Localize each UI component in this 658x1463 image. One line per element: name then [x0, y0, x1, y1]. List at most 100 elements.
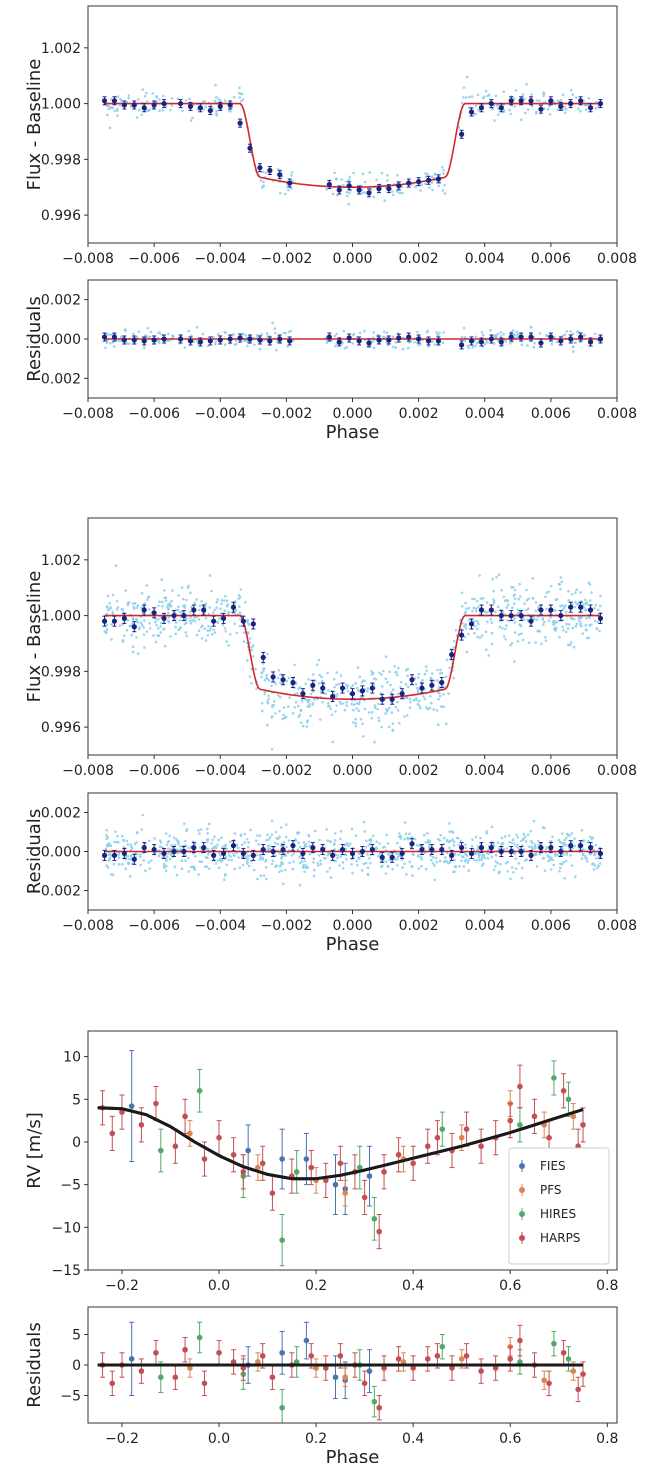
raw-point	[159, 839, 162, 842]
raw-point	[262, 184, 266, 188]
rv-point	[255, 1164, 261, 1171]
raw-point	[138, 108, 141, 112]
raw-point	[441, 189, 445, 192]
raw-point	[513, 97, 516, 101]
raw-point	[373, 740, 376, 744]
raw-point	[326, 671, 329, 675]
raw-point	[241, 863, 245, 867]
raw-point	[140, 828, 144, 831]
raw-point	[531, 841, 534, 845]
raw-point	[142, 633, 146, 636]
binned-point	[101, 334, 108, 340]
raw-point	[474, 335, 478, 339]
raw-point	[498, 625, 502, 629]
raw-point	[237, 846, 240, 850]
raw-point	[490, 855, 494, 859]
raw-point	[351, 871, 354, 875]
raw-point	[309, 692, 313, 696]
raw-point	[453, 858, 456, 862]
raw-point	[158, 341, 161, 344]
raw-point	[547, 590, 551, 593]
plot-area	[97, 1321, 586, 1423]
raw-point	[436, 679, 439, 682]
raw-point	[105, 828, 108, 832]
raw-point	[564, 859, 568, 863]
raw-point	[146, 100, 149, 103]
raw-point	[475, 342, 479, 345]
binned-point	[459, 632, 465, 638]
raw-point	[238, 86, 241, 90]
raw-point	[143, 619, 146, 622]
raw-point	[363, 191, 366, 194]
raw-point	[287, 839, 291, 842]
raw-point	[517, 847, 520, 850]
binned-point	[518, 334, 524, 340]
binned-point	[111, 98, 118, 104]
binned-point	[478, 339, 485, 345]
raw-point	[278, 709, 281, 713]
raw-point	[537, 629, 540, 632]
raw-point	[290, 854, 294, 857]
raw-point	[131, 645, 135, 648]
raw-point	[243, 841, 247, 844]
raw-point	[363, 830, 367, 833]
raw-point	[385, 331, 389, 334]
raw-point	[501, 611, 505, 614]
raw-point	[216, 859, 220, 862]
rv-model-line	[97, 1106, 584, 1181]
raw-point	[206, 629, 210, 632]
raw-point	[207, 822, 211, 826]
raw-point	[448, 846, 451, 850]
raw-point	[363, 679, 367, 683]
raw-point	[202, 108, 205, 111]
raw-point	[444, 675, 448, 679]
raw-point	[594, 107, 598, 110]
y-tick-label: 5	[72, 1092, 81, 1108]
raw-point	[282, 706, 286, 709]
raw-point	[396, 709, 400, 712]
raw-point	[526, 833, 530, 837]
raw-point	[250, 645, 254, 649]
raw-point	[404, 682, 408, 686]
raw-point	[193, 616, 196, 620]
raw-point	[259, 179, 263, 182]
raw-point	[216, 598, 219, 601]
binned-point	[508, 612, 514, 619]
raw-point	[448, 822, 451, 825]
raw-point	[377, 854, 380, 858]
legend-label: PFS	[540, 1183, 562, 1197]
raw-point	[438, 672, 442, 675]
rv-point	[366, 1368, 373, 1374]
y-tick-label: 1.000	[41, 609, 81, 625]
raw-point	[207, 624, 210, 628]
raw-point	[502, 90, 506, 94]
raw-point	[249, 828, 252, 832]
raw-point	[322, 683, 326, 686]
binned-point	[230, 604, 237, 610]
raw-point	[377, 702, 380, 706]
raw-point	[171, 846, 174, 849]
raw-point	[416, 676, 420, 679]
raw-point	[563, 111, 567, 115]
raw-point	[167, 839, 170, 843]
raw-point	[290, 171, 294, 174]
raw-point	[505, 847, 509, 850]
binned-point	[101, 852, 108, 859]
x-tick-label: −0.002	[260, 406, 312, 422]
x-tick-label: 0.6	[499, 1431, 521, 1447]
raw-point	[480, 864, 484, 867]
raw-point	[271, 859, 275, 863]
raw-point	[261, 670, 265, 673]
plot-area	[101, 75, 604, 206]
y-tick-label: −0.002	[29, 371, 81, 387]
raw-point	[549, 858, 552, 862]
raw-point	[424, 665, 428, 668]
rv-point	[153, 1349, 159, 1356]
raw-point	[552, 623, 555, 627]
plot-area	[101, 813, 604, 887]
raw-point	[430, 181, 434, 184]
x-tick-label: 0.002	[399, 251, 439, 267]
raw-point	[452, 870, 455, 874]
binned-point	[538, 607, 544, 613]
